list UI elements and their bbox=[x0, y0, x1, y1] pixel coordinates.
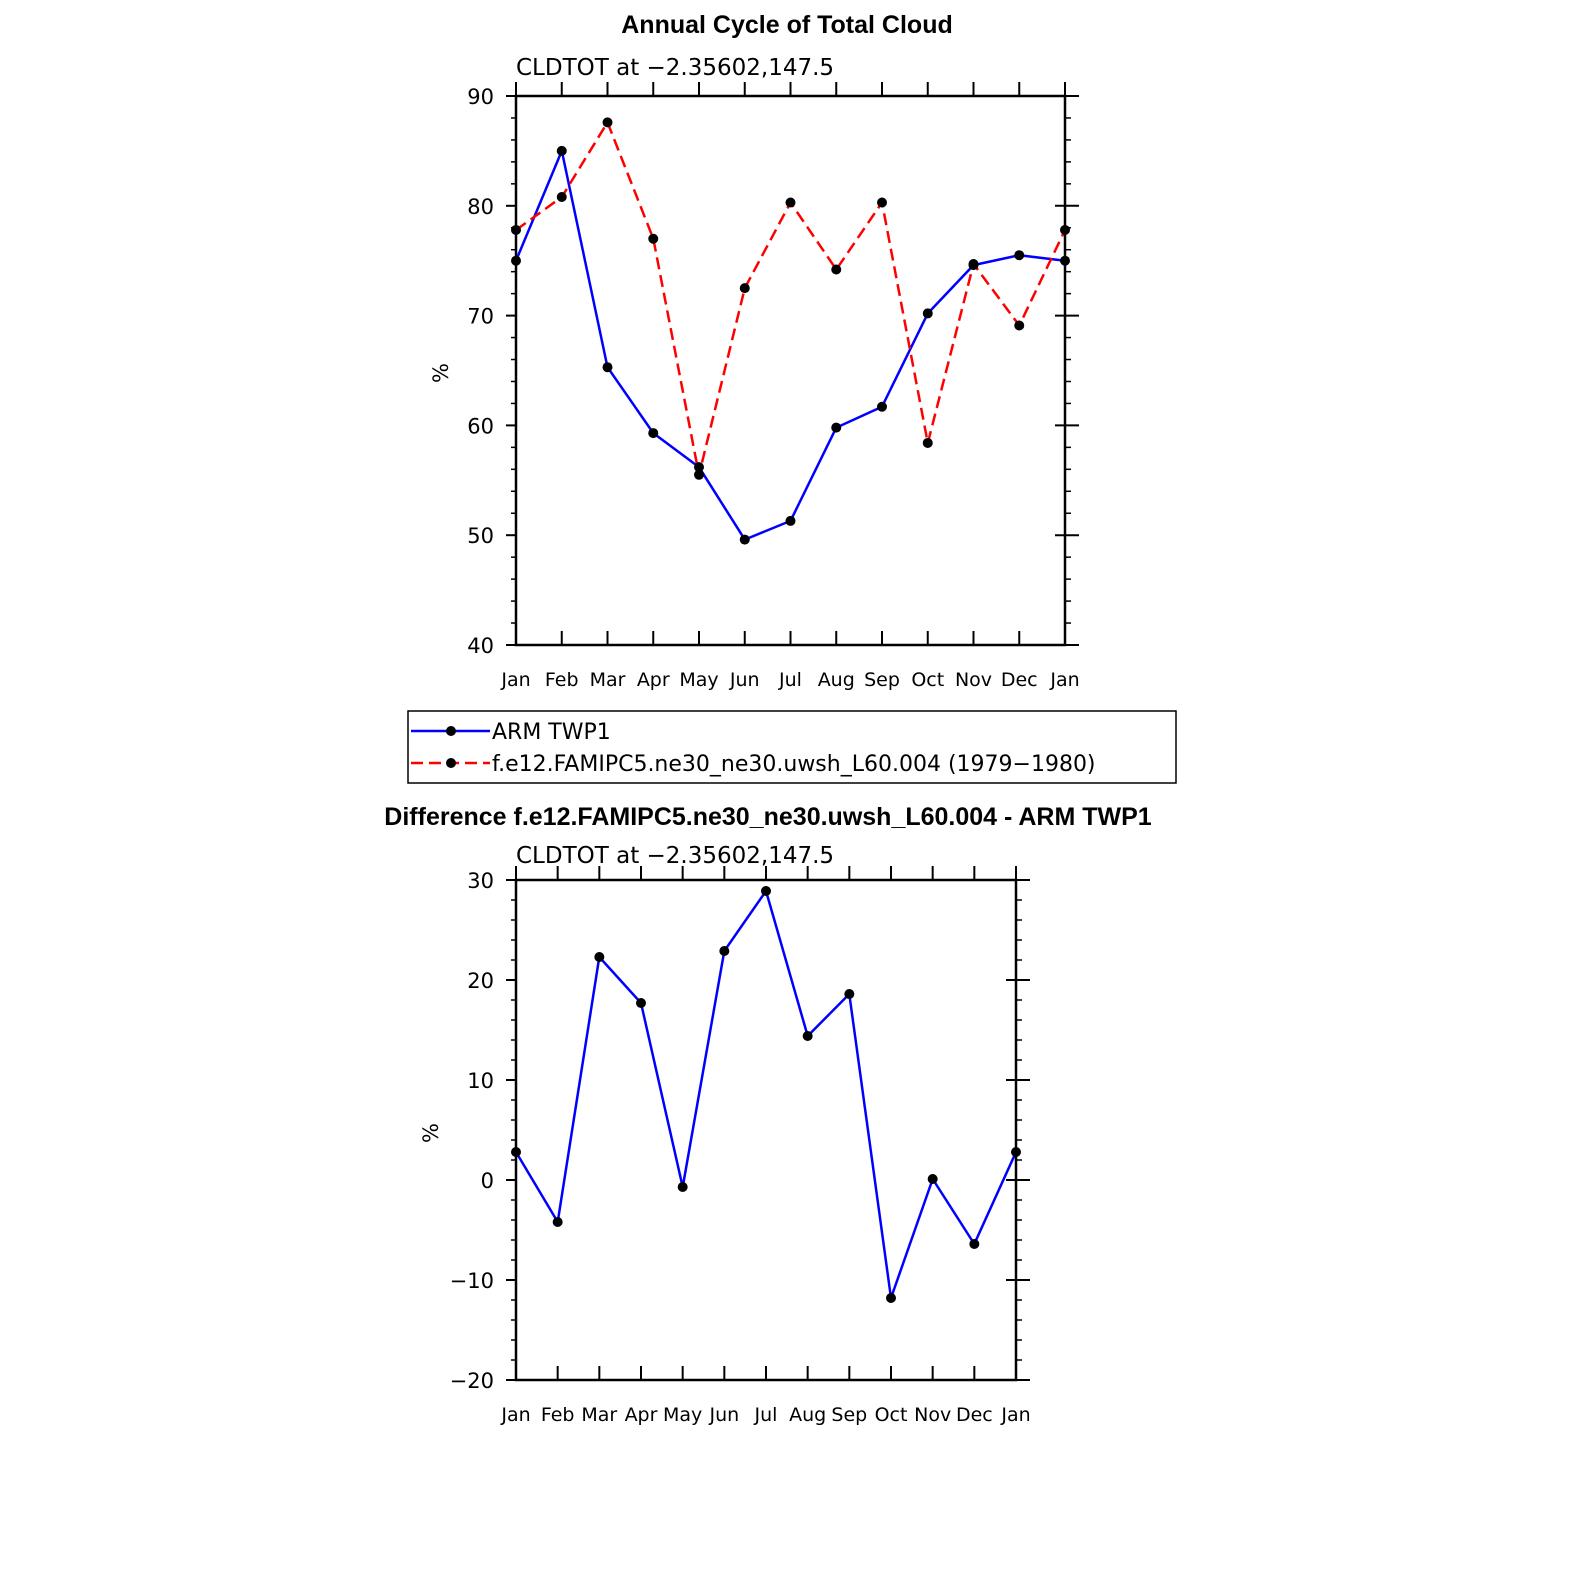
x-tick-label: Dec bbox=[956, 1404, 993, 1426]
chart-subtitle: CLDTOT at −2.35602,147.5 bbox=[516, 55, 834, 81]
data-point-series-1 bbox=[831, 264, 842, 275]
x-tick-label: Aug bbox=[818, 669, 855, 691]
data-point-series-0 bbox=[844, 989, 855, 999]
data-point-series-0 bbox=[719, 946, 730, 956]
series-line-0 bbox=[514, 149, 1066, 541]
legend-marker-arm bbox=[446, 726, 456, 736]
series-line-0 bbox=[514, 889, 1018, 1300]
y-tick-label: 50 bbox=[467, 524, 494, 548]
x-tick-label: Nov bbox=[914, 1404, 951, 1426]
difference-chart: Difference f.e12.FAMIPC5.ne30_ne30.uwsh_… bbox=[384, 803, 1151, 1426]
annual-cycle-chart: Annual Cycle of Total Cloud CLDTOT at −2… bbox=[429, 11, 1080, 691]
data-point-series-0 bbox=[594, 952, 605, 962]
x-tick-label: Jan bbox=[1000, 1404, 1030, 1426]
y-tick-label: 30 bbox=[467, 869, 494, 893]
y-tick-label: 10 bbox=[467, 1069, 494, 1093]
x-tick-label: Oct bbox=[875, 1404, 908, 1426]
y-tick-label: −10 bbox=[450, 1269, 494, 1293]
data-point-series-0 bbox=[556, 145, 567, 156]
data-point-series-1 bbox=[877, 197, 887, 208]
x-tick-label: Oct bbox=[911, 669, 944, 691]
y-tick-label: 90 bbox=[467, 85, 494, 109]
data-point-series-0 bbox=[511, 1147, 521, 1157]
data-point-series-1 bbox=[739, 283, 750, 294]
data-point-series-0 bbox=[677, 1182, 688, 1192]
x-tick-label: Feb bbox=[541, 1404, 575, 1426]
data-point-series-1 bbox=[785, 197, 796, 208]
data-point-series-0 bbox=[739, 534, 750, 545]
x-tick-label: Apr bbox=[625, 1404, 658, 1426]
data-point-series-0 bbox=[636, 998, 646, 1008]
x-tick-label: Jan bbox=[500, 1404, 530, 1426]
x-tick-label: May bbox=[679, 669, 718, 691]
data-point-series-0 bbox=[1011, 1147, 1021, 1157]
data-point-series-0 bbox=[552, 1217, 563, 1227]
plot-frame bbox=[514, 94, 1067, 647]
data-point-series-1 bbox=[556, 192, 567, 203]
y-tick-label: 20 bbox=[467, 969, 494, 993]
data-point-series-0 bbox=[969, 1239, 980, 1249]
data-point-series-0 bbox=[785, 515, 796, 526]
x-tick-label: Aug bbox=[789, 1404, 826, 1426]
x-tick-label: Jun bbox=[729, 669, 760, 691]
data-point-series-1 bbox=[968, 258, 979, 269]
legend-label-model: f.e12.FAMIPC5.ne30_ne30.uwsh_L60.004 (19… bbox=[492, 752, 1096, 777]
y-tick-label: 60 bbox=[467, 414, 494, 438]
data-point-series-0 bbox=[1060, 255, 1070, 266]
data-point-series-1 bbox=[694, 469, 704, 480]
data-point-series-0 bbox=[511, 255, 521, 266]
x-tick-label: Nov bbox=[955, 669, 992, 691]
data-point-series-0 bbox=[694, 462, 704, 473]
y-tick-label: −20 bbox=[450, 1369, 494, 1393]
legend-marker-model bbox=[446, 758, 456, 768]
x-tick-label: Dec bbox=[1001, 669, 1038, 691]
plot-frame bbox=[514, 878, 1018, 1382]
data-point-series-1 bbox=[602, 117, 613, 128]
y-axis-label: % bbox=[419, 1123, 443, 1143]
data-point-series-0 bbox=[922, 308, 933, 319]
chart-subtitle: CLDTOT at −2.35602,147.5 bbox=[516, 843, 834, 869]
series-line-1 bbox=[515, 121, 1067, 477]
chart-title: Difference f.e12.FAMIPC5.ne30_ne30.uwsh_… bbox=[384, 803, 1151, 831]
data-point-series-0 bbox=[886, 1293, 896, 1303]
x-tick-label: Feb bbox=[545, 669, 579, 691]
data-point-series-0 bbox=[802, 1031, 813, 1041]
x-tick-label: Sep bbox=[864, 669, 900, 691]
legend-label-arm: ARM TWP1 bbox=[492, 720, 611, 745]
data-point-series-1 bbox=[648, 233, 659, 244]
x-tick-label: Sep bbox=[831, 1404, 867, 1426]
y-tick-label: 0 bbox=[481, 1169, 494, 1193]
data-point-series-0 bbox=[1014, 250, 1025, 261]
x-tick-label: Jul bbox=[754, 1404, 778, 1426]
x-tick-label: May bbox=[663, 1404, 702, 1426]
data-point-series-0 bbox=[648, 428, 659, 439]
data-point-series-0 bbox=[831, 422, 842, 433]
legend: ARM TWP1 f.e12.FAMIPC5.ne30_ne30.uwsh_L6… bbox=[407, 710, 1177, 784]
x-tick-label: Jul bbox=[778, 669, 802, 691]
data-point-series-1 bbox=[1014, 320, 1025, 331]
data-point-series-0 bbox=[761, 886, 771, 896]
x-tick-label: Mar bbox=[590, 669, 626, 691]
data-point-series-0 bbox=[927, 1174, 938, 1184]
data-point-series-1 bbox=[511, 224, 521, 235]
x-tick-label: Jun bbox=[708, 1404, 739, 1426]
legend-box bbox=[407, 710, 1177, 784]
data-point-series-1 bbox=[922, 437, 933, 448]
y-tick-label: 80 bbox=[467, 195, 494, 219]
y-axis-label: % bbox=[429, 363, 453, 383]
data-point-series-0 bbox=[877, 401, 887, 412]
y-tick-label: 40 bbox=[467, 634, 494, 658]
x-tick-label: Jan bbox=[1049, 669, 1079, 691]
data-point-series-1 bbox=[1060, 224, 1070, 235]
x-tick-label: Apr bbox=[637, 669, 670, 691]
x-tick-label: Jan bbox=[500, 669, 530, 691]
x-tick-label: Mar bbox=[581, 1404, 617, 1426]
data-point-series-0 bbox=[602, 362, 613, 373]
y-tick-label: 70 bbox=[467, 305, 494, 329]
chart-title: Annual Cycle of Total Cloud bbox=[621, 11, 952, 39]
